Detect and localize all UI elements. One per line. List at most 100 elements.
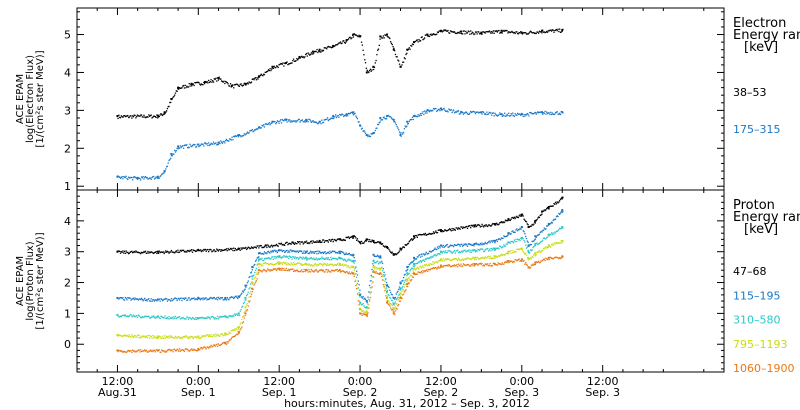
data-dot [174, 317, 176, 319]
data-dot [466, 250, 469, 252]
data-dot [298, 250, 300, 252]
data-dot [267, 245, 270, 247]
data-dot [474, 33, 476, 35]
data-dot [184, 348, 186, 350]
data-dot [153, 251, 156, 254]
data-dot [370, 287, 372, 289]
data-dot [247, 280, 249, 282]
data-dot [214, 78, 216, 81]
data-dot [517, 113, 520, 116]
data-dot [551, 257, 554, 260]
data-dot [396, 56, 398, 58]
data-dot [348, 259, 351, 261]
data-dot [224, 298, 226, 300]
data-dot [481, 113, 483, 115]
data-dot [322, 121, 325, 124]
data-dot [314, 258, 317, 261]
data-dot [334, 114, 337, 116]
legend-title-line: Proton [733, 198, 775, 213]
data-dot [520, 114, 522, 117]
data-dot [468, 264, 470, 266]
data-dot [418, 271, 420, 273]
data-dot [362, 296, 364, 298]
data-dot [217, 343, 220, 345]
data-dot [442, 108, 444, 110]
data-dot [261, 246, 263, 249]
data-dot [387, 294, 389, 296]
data-dot [511, 260, 513, 262]
data-dot [138, 337, 140, 339]
data-dot [169, 101, 171, 104]
data-dot [274, 249, 276, 252]
data-dot [349, 254, 351, 256]
data-dot [418, 254, 420, 256]
data-dot [126, 115, 128, 117]
data-dot [314, 241, 317, 243]
data-dot [467, 250, 469, 252]
data-dot [536, 251, 538, 254]
data-point [359, 307, 362, 310]
data-dot [140, 349, 142, 351]
data-dot [552, 258, 554, 260]
data-dot [406, 243, 409, 245]
data-dot [357, 300, 359, 302]
data-point [392, 303, 395, 306]
data-dot [286, 249, 288, 252]
data-dot [346, 253, 348, 256]
data-dot [300, 270, 302, 272]
data-dot [446, 110, 448, 112]
data-dot [306, 119, 308, 121]
data-dot [535, 261, 537, 263]
data-dot [209, 81, 211, 83]
data-dot [309, 257, 312, 259]
data-dot [507, 114, 509, 117]
data-dot [246, 132, 248, 135]
data-dot [212, 143, 214, 145]
data-dot [264, 71, 266, 74]
data-dot [553, 202, 555, 205]
data-dot [205, 143, 207, 145]
data-dot [525, 237, 528, 240]
data-dot [148, 251, 151, 253]
data-dot [258, 266, 260, 269]
data-dot [305, 268, 308, 271]
data-dot [199, 349, 201, 351]
data-dot [250, 129, 253, 132]
data-dot [351, 271, 353, 273]
data-dot [484, 113, 486, 115]
data-dot [554, 256, 557, 259]
data-dot [292, 270, 295, 273]
data-dot [320, 263, 322, 265]
data-dot [221, 80, 224, 83]
data-dot [344, 239, 346, 241]
data-dot [411, 267, 413, 269]
data-dot [128, 350, 131, 353]
data-dot [409, 263, 411, 265]
data-dot [480, 244, 482, 246]
data-dot [448, 108, 450, 110]
data-dot [279, 63, 281, 66]
data-dot [446, 258, 448, 260]
data-dot [381, 273, 383, 275]
data-dot [427, 270, 429, 272]
data-dot [242, 321, 245, 323]
data-dot [217, 296, 220, 299]
data-dot [389, 291, 392, 294]
data-dot [136, 298, 139, 300]
data-dot [356, 118, 359, 120]
data-dot [361, 44, 363, 46]
data-dot [417, 41, 419, 43]
data-dot [248, 132, 250, 134]
data-dot [459, 259, 461, 262]
data-dot [334, 238, 336, 241]
data-dot [332, 257, 334, 259]
data-dot [356, 239, 358, 241]
data-dot [271, 246, 274, 248]
data-dot [481, 242, 483, 244]
data-dot [347, 236, 349, 238]
data-dot [307, 271, 309, 273]
data-dot [406, 273, 409, 275]
data-dot [241, 292, 243, 294]
data-dot [456, 250, 458, 252]
data-dot [521, 33, 524, 35]
